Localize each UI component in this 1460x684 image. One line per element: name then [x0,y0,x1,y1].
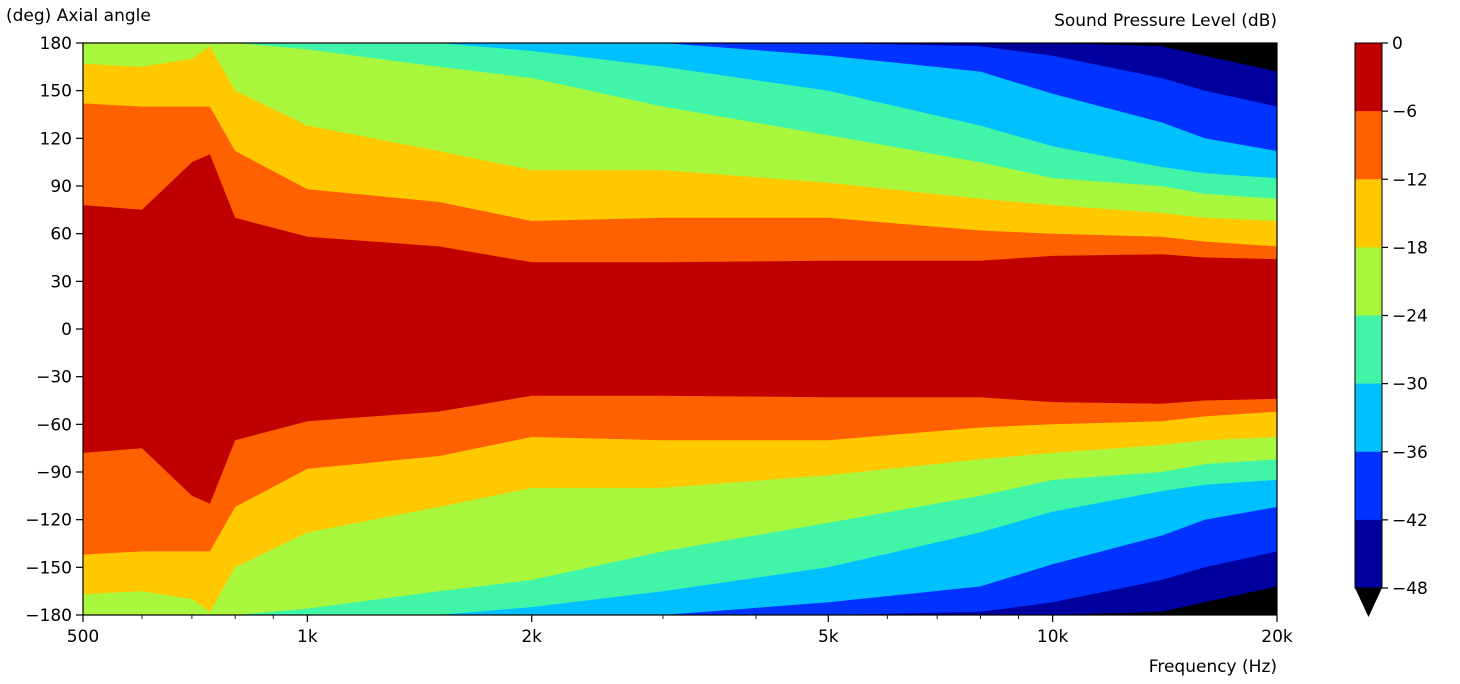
colorbar-segment [1355,111,1382,180]
colorbar-segment [1355,179,1382,248]
colorbar-segment [1355,43,1382,112]
y-tick-label: 120 [40,129,72,149]
colorbar-segment [1355,451,1382,521]
colorbar-label: Sound Pressure Level (dB) [1054,11,1277,31]
y-tick-label: 150 [40,82,72,102]
colorbar-tick-label: −48 [1392,579,1428,599]
contour-bands [83,43,1277,615]
x-tick-label: 2k [521,627,542,647]
x-axis-label: Frequency (Hz) [1149,657,1277,677]
y-tick-label: 0 [61,320,72,340]
x-tick-label: 10k [1037,627,1069,647]
colorbar-segment [1355,247,1382,316]
colorbar-extend-triangle [1355,588,1382,617]
y-tick-label: −60 [36,415,72,435]
y-tick-label: −150 [25,558,72,578]
x-tick-label: 500 [67,627,99,647]
colorbar-segment [1355,315,1382,385]
y-tick-label: 180 [40,34,72,54]
colorbar-tick-label: −12 [1392,170,1428,190]
x-tick-label: 20k [1261,627,1293,647]
y-axis: 180 150 120 90 60 30 0 −30 −60 −90 −120 −150 −180 [25,34,83,626]
colorbar: 0 −6 −12 −18 −24 −30 −36 −42 −48 [1354,34,1428,617]
x-tick-label: 1k [297,627,318,647]
y-tick-label: −120 [25,511,72,531]
colorbar-segment [1355,519,1382,589]
colorbar-tick-label: −42 [1392,511,1428,531]
colorbar-tick-label: 0 [1392,34,1403,54]
x-axis: 500 1k 2k 5k 10k 20k [67,615,1293,647]
colorbar-tick-label: −18 [1392,238,1428,258]
x-tick-label: 5k [818,627,839,647]
y-tick-label: −180 [25,606,72,626]
colorbar-tick-label: −6 [1392,102,1417,122]
colorbar-tick-label: −36 [1392,443,1428,463]
colorbar-tick-label: −30 [1392,375,1428,395]
colorbar-tick-label: −24 [1392,307,1428,327]
y-tick-label: 30 [50,272,72,292]
y-tick-label: −30 [36,368,72,388]
y-tick-label: 60 [50,225,72,245]
colorbar-segment [1355,383,1382,453]
y-tick-label: 90 [50,177,72,197]
band-above-6db [83,154,1277,504]
y-tick-label: −90 [36,463,72,483]
y-axis-label: (deg) Axial angle [6,6,151,26]
